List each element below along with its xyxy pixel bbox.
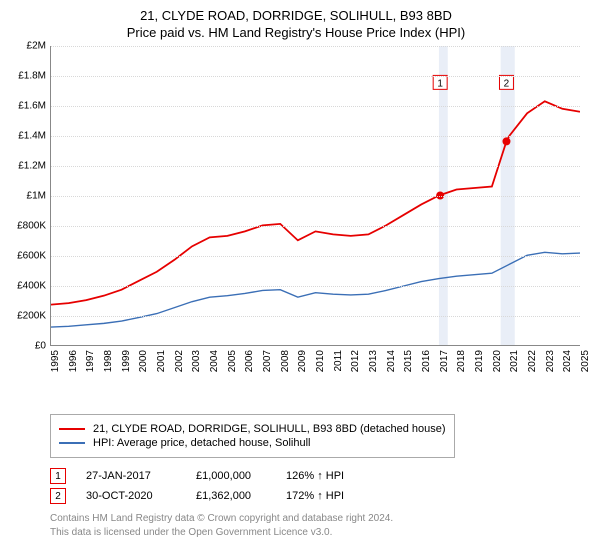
grid-line [51, 76, 580, 77]
plot-area: 12 [50, 46, 580, 346]
y-tick-label: £800K [17, 221, 46, 232]
y-tick-label: £2M [27, 41, 46, 52]
sale-row: 2 30-OCT-2020£1,362,000172% ↑ HPI [50, 488, 580, 504]
y-tick-label: £1.2M [18, 161, 46, 172]
x-tick-label: 2009 [297, 350, 308, 372]
x-tick-label: 2008 [280, 350, 291, 372]
title-block: 21, CLYDE ROAD, DORRIDGE, SOLIHULL, B93 … [12, 8, 580, 40]
x-tick-label: 2021 [509, 350, 520, 372]
y-tick-label: £600K [17, 251, 46, 262]
x-tick-label: 2004 [209, 350, 220, 372]
legend-swatch [59, 428, 85, 430]
x-tick-label: 2022 [527, 350, 538, 372]
grid-line [51, 256, 580, 257]
grid-line [51, 286, 580, 287]
callout-badge: 1 [433, 75, 447, 89]
y-tick-label: £1.6M [18, 101, 46, 112]
grid-line [51, 136, 580, 137]
x-tick-label: 2002 [174, 350, 185, 372]
grid-line [51, 226, 580, 227]
x-tick-label: 2019 [474, 350, 485, 372]
footnote-line1: Contains HM Land Registry data © Crown c… [50, 512, 580, 526]
x-tick-label: 2016 [421, 350, 432, 372]
x-tick-label: 2011 [333, 350, 344, 372]
footnote-line2: This data is licensed under the Open Gov… [50, 526, 580, 540]
sale-date: 27-JAN-2017 [86, 470, 196, 482]
x-tick-label: 2010 [315, 350, 326, 372]
legend-label: 21, CLYDE ROAD, DORRIDGE, SOLIHULL, B93 … [93, 423, 446, 435]
x-tick-label: 2000 [138, 350, 149, 372]
grid-line [51, 106, 580, 107]
x-tick-label: 2023 [545, 350, 556, 372]
sale-price: £1,000,000 [196, 470, 286, 482]
sale-marker [502, 137, 510, 145]
x-tick-label: 1996 [68, 350, 79, 372]
x-tick-label: 2007 [262, 350, 273, 372]
legend-label: HPI: Average price, detached house, Soli… [93, 437, 311, 449]
chart-area: £0£200K£400K£600K£800K£1M£1.2M£1.4M£1.6M… [50, 46, 580, 376]
x-tick-label: 2013 [368, 350, 379, 372]
grid-line [51, 316, 580, 317]
sale-badge: 2 [50, 488, 66, 504]
sale-badge: 1 [50, 468, 66, 484]
sale-price: £1,362,000 [196, 490, 286, 502]
chart-title-address: 21, CLYDE ROAD, DORRIDGE, SOLIHULL, B93 … [12, 8, 580, 23]
sale-vs-hpi: 126% ↑ HPI [286, 470, 344, 482]
legend-swatch [59, 442, 85, 444]
legend-item: HPI: Average price, detached house, Soli… [59, 437, 446, 449]
sales-table: 1 27-JAN-2017£1,000,000126% ↑ HPI 2 30-OCT-… [50, 468, 580, 504]
x-tick-label: 1995 [50, 350, 61, 372]
sale-date: 30-OCT-2020 [86, 490, 196, 502]
x-axis: 1995 1996 1997 1998 1999 2000 2001 2002 2003 2004… [50, 348, 580, 376]
grid-line [51, 166, 580, 167]
x-tick-label: 2001 [156, 350, 167, 372]
callout-badge: 2 [499, 75, 513, 89]
x-tick-label: 2024 [562, 350, 573, 372]
sale-row: 1 27-JAN-2017£1,000,000126% ↑ HPI [50, 468, 580, 484]
x-tick-label: 2020 [492, 350, 503, 372]
grid-line [51, 196, 580, 197]
y-tick-label: £1.4M [18, 131, 46, 142]
svg-text:2: 2 [504, 78, 510, 89]
y-tick-label: £200K [17, 311, 46, 322]
chart-container: 21, CLYDE ROAD, DORRIDGE, SOLIHULL, B93 … [0, 0, 600, 560]
y-axis: £0£200K£400K£600K£800K£1M£1.2M£1.4M£1.6M… [12, 46, 50, 346]
x-tick-label: 2006 [244, 350, 255, 372]
x-tick-label: 2012 [350, 350, 361, 372]
x-tick-label: 2003 [191, 350, 202, 372]
y-tick-label: £1M [27, 191, 46, 202]
x-tick-label: 1999 [121, 350, 132, 372]
legend: 21, CLYDE ROAD, DORRIDGE, SOLIHULL, B93 … [50, 414, 455, 458]
svg-text:1: 1 [437, 78, 443, 89]
y-tick-label: £400K [17, 281, 46, 292]
grid-line [51, 46, 580, 47]
y-tick-label: £0 [35, 341, 46, 352]
sale-vs-hpi: 172% ↑ HPI [286, 490, 344, 502]
x-tick-label: 2018 [456, 350, 467, 372]
footnote: Contains HM Land Registry data © Crown c… [50, 512, 580, 539]
x-tick-label: 1998 [103, 350, 114, 372]
x-tick-label: 2025 [580, 350, 591, 372]
x-tick-label: 2005 [227, 350, 238, 372]
x-tick-label: 2014 [386, 350, 397, 372]
y-tick-label: £1.8M [18, 71, 46, 82]
x-tick-label: 2015 [403, 350, 414, 372]
x-tick-label: 1997 [85, 350, 96, 372]
x-tick-label: 2017 [439, 350, 450, 372]
chart-subtitle: Price paid vs. HM Land Registry's House … [12, 25, 580, 40]
legend-item: 21, CLYDE ROAD, DORRIDGE, SOLIHULL, B93 … [59, 423, 446, 435]
